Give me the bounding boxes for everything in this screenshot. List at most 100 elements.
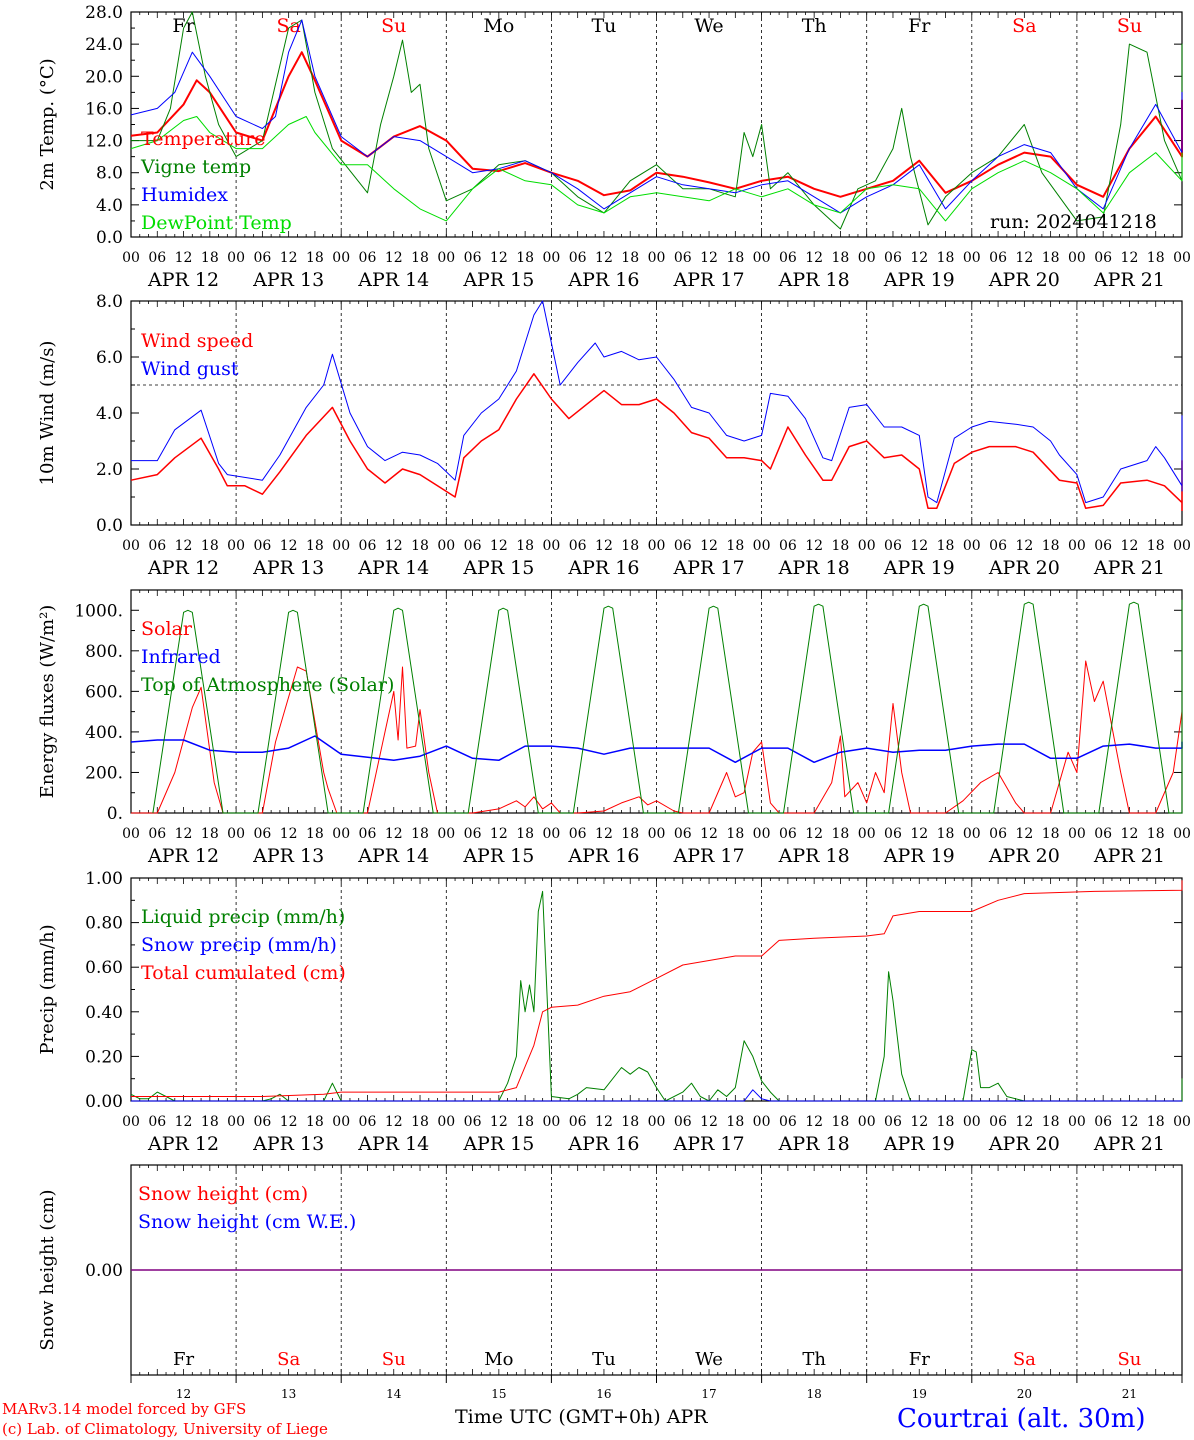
x-hour-label: 06 bbox=[674, 826, 692, 842]
x-hour-label: 18 bbox=[516, 538, 534, 554]
x-hour-label: 00 bbox=[437, 1114, 455, 1130]
x-hour-label: 18 bbox=[1042, 538, 1060, 554]
x-hour-label: 06 bbox=[359, 538, 377, 554]
x-hour-label: 00 bbox=[858, 826, 876, 842]
x-hour-label: 06 bbox=[779, 250, 797, 266]
x-date-label: APR 13 bbox=[252, 1133, 324, 1155]
plot-frame bbox=[130, 300, 1183, 526]
x-date-label: APR 18 bbox=[778, 557, 850, 579]
x-hour-label: 18 bbox=[411, 250, 429, 266]
x-hour-label: 00 bbox=[332, 826, 350, 842]
y-tick-label: 0.00 bbox=[85, 1261, 123, 1281]
x-day-number-label: 12 bbox=[176, 1387, 191, 1401]
x-date-label: APR 13 bbox=[252, 845, 324, 867]
x-day-number-label: 14 bbox=[386, 1387, 402, 1401]
x-hour-label: 12 bbox=[595, 538, 613, 554]
day-of-week-label: We bbox=[695, 1349, 723, 1370]
plot-frame bbox=[130, 589, 1183, 814]
x-date-label: APR 20 bbox=[988, 269, 1060, 291]
y-tick-label: 16.0 bbox=[85, 99, 123, 119]
panel-2: 0.0 2.0 4.0 6.0 8.0 10m Wind (m/s) Wind speed W… bbox=[37, 292, 1191, 579]
x-hour-label: 00 bbox=[1068, 1114, 1086, 1130]
x-hour-label: 12 bbox=[595, 250, 613, 266]
legend-entry: Infrared bbox=[141, 646, 221, 668]
y-tick-label: 4.0 bbox=[96, 404, 123, 424]
x-hour-label: 12 bbox=[175, 538, 193, 554]
y-tick-label: 0.0 bbox=[96, 516, 123, 536]
x-hour-label: 00 bbox=[963, 538, 981, 554]
x-hour-label: 12 bbox=[490, 538, 508, 554]
x-date-label: APR 18 bbox=[778, 269, 850, 291]
x-date-label: APR 18 bbox=[778, 845, 850, 867]
x-hour-label: 12 bbox=[595, 1114, 613, 1130]
x-hour-label: 12 bbox=[280, 826, 298, 842]
y-tick-label: 1000. bbox=[74, 601, 123, 621]
x-hour-label: 18 bbox=[1147, 538, 1165, 554]
x-date-label: APR 13 bbox=[252, 557, 324, 579]
x-hour-label: 12 bbox=[805, 1114, 823, 1130]
legend-entry: Solar bbox=[141, 618, 193, 640]
x-hour-label: 00 bbox=[1068, 538, 1086, 554]
x-hour-label: 00 bbox=[542, 1114, 560, 1130]
x-date-label: APR 17 bbox=[673, 557, 745, 579]
x-date-label: APR 17 bbox=[673, 845, 745, 867]
x-hour-label: 12 bbox=[910, 826, 928, 842]
x-hour-label: 00 bbox=[648, 250, 666, 266]
x-hour-label: 18 bbox=[726, 538, 744, 554]
x-hour-label: 18 bbox=[306, 826, 324, 842]
x-hour-label: 06 bbox=[779, 826, 797, 842]
x-date-label: APR 20 bbox=[988, 1133, 1060, 1155]
y-axis-label: Snow height (cm) bbox=[37, 1189, 58, 1350]
x-hour-label: 12 bbox=[385, 250, 403, 266]
x-hour-label: 06 bbox=[359, 250, 377, 266]
x-hour-label: 06 bbox=[989, 538, 1007, 554]
x-date-label: APR 15 bbox=[462, 1133, 534, 1155]
day-of-week-label: Sa bbox=[1012, 15, 1036, 37]
y-axis-label: Precip (mm/h) bbox=[37, 924, 58, 1054]
day-of-week-label: Tu bbox=[592, 1349, 616, 1370]
x-hour-label: 12 bbox=[490, 826, 508, 842]
day-of-week-label: Fr bbox=[908, 15, 931, 37]
x-hour-label: 12 bbox=[910, 538, 928, 554]
x-hour-label: 00 bbox=[963, 826, 981, 842]
day-of-week-label: Mo bbox=[483, 15, 514, 37]
x-hour-label: 00 bbox=[437, 250, 455, 266]
x-hour-label: 18 bbox=[201, 1114, 219, 1130]
x-date-label: APR 19 bbox=[883, 269, 955, 291]
x-hour-label: 06 bbox=[253, 250, 271, 266]
x-hour-label: 00 bbox=[858, 250, 876, 266]
day-of-week-label: Sa bbox=[276, 15, 300, 37]
day-of-week-label: Mo bbox=[484, 1349, 513, 1370]
x-hour-label: 12 bbox=[700, 826, 718, 842]
x-hour-label: 12 bbox=[1015, 826, 1033, 842]
x-date-label: APR 21 bbox=[1093, 1133, 1165, 1155]
x-hour-label: 06 bbox=[148, 826, 166, 842]
y-tick-label: 200. bbox=[85, 763, 123, 783]
y-tick-label: 20.0 bbox=[85, 67, 123, 87]
y-tick-label: 1.00 bbox=[85, 869, 123, 889]
legend-entry: Wind speed bbox=[141, 330, 253, 352]
y-tick-label: 600. bbox=[85, 682, 123, 702]
x-hour-label: 06 bbox=[1094, 1114, 1112, 1130]
x-date-label: APR 16 bbox=[567, 1133, 639, 1155]
y-tick-label: 8.0 bbox=[96, 164, 123, 184]
x-hour-label: 00 bbox=[648, 538, 666, 554]
x-date-label: APR 20 bbox=[988, 845, 1060, 867]
x-date-label: APR 16 bbox=[567, 845, 639, 867]
x-hour-label: 00 bbox=[332, 250, 350, 266]
x-date-label: APR 16 bbox=[567, 269, 639, 291]
x-day-number-label: 15 bbox=[491, 1387, 506, 1401]
x-hour-label: 06 bbox=[569, 1114, 587, 1130]
x-hour-label: 18 bbox=[726, 1114, 744, 1130]
x-hour-label: 18 bbox=[411, 826, 429, 842]
x-date-label: APR 14 bbox=[357, 1133, 429, 1155]
y-tick-label: 400. bbox=[85, 723, 123, 743]
x-hour-label: 18 bbox=[1042, 250, 1060, 266]
x-date-label: APR 15 bbox=[462, 845, 534, 867]
y-tick-label: 0.60 bbox=[85, 958, 123, 978]
x-hour-label: 06 bbox=[884, 538, 902, 554]
legend-entry: Wind gust bbox=[141, 358, 239, 380]
run-label: run: 2024041218 bbox=[990, 211, 1157, 233]
x-day-number-label: 18 bbox=[807, 1387, 822, 1401]
x-hour-label: 06 bbox=[569, 250, 587, 266]
